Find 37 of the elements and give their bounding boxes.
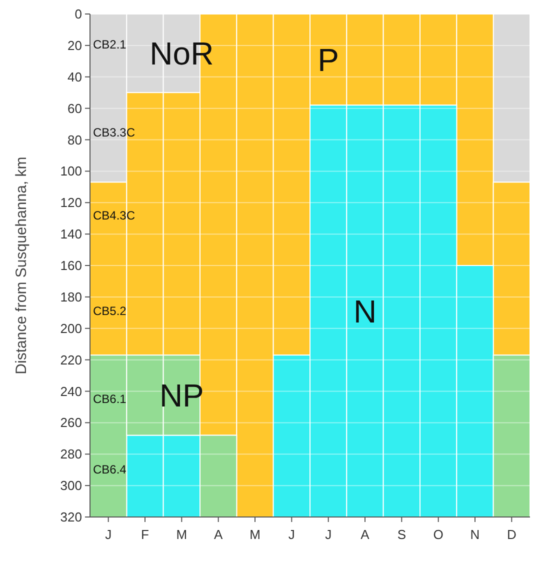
- y-tick-label: 140: [60, 226, 82, 242]
- annotation: CB5.2: [93, 304, 127, 318]
- y-tick-label: 200: [60, 320, 82, 336]
- x-tick-label: N: [470, 527, 480, 542]
- y-tick-label: 60: [68, 100, 82, 116]
- y-tick-label: 0: [74, 6, 82, 22]
- y-tick-label: 320: [60, 510, 82, 525]
- y-tick-label: 80: [68, 132, 82, 148]
- y-tick-label: 260: [60, 415, 82, 430]
- series-label: P: [318, 42, 340, 78]
- y-axis-title: Distance from Susquehanna, km: [13, 156, 30, 374]
- x-tick-label: J: [288, 527, 295, 542]
- x-tick-label: J: [105, 527, 112, 542]
- y-tick-label: 40: [68, 69, 82, 84]
- x-tick-label: D: [506, 527, 516, 542]
- x-tick-label: A: [214, 527, 223, 542]
- y-tick-label: 160: [60, 258, 82, 274]
- x-tick-label: F: [141, 527, 150, 542]
- annotation: CB6.4: [93, 462, 127, 476]
- y-tick-label: 120: [60, 195, 82, 210]
- y-tick-label: 20: [68, 38, 82, 53]
- x-tick-label: M: [250, 527, 260, 542]
- x-tick-label: O: [433, 527, 444, 542]
- annotation: CB6.1: [93, 392, 127, 406]
- annotation: CB2.1: [93, 37, 127, 52]
- y-tick-label: 220: [60, 352, 82, 368]
- y-tick-label: 100: [60, 164, 82, 179]
- y-tick-label: 180: [60, 289, 82, 304]
- x-tick-label: A: [360, 527, 370, 542]
- y-tick-label: 300: [60, 478, 82, 494]
- x-tick-label: J: [325, 527, 332, 542]
- x-tick-label: M: [176, 527, 188, 542]
- x-tick-label: S: [397, 527, 406, 542]
- y-tick-label: 240: [60, 384, 82, 399]
- y-tick-label: 280: [60, 446, 82, 462]
- series-label: N: [353, 293, 377, 330]
- series-label: NP: [159, 377, 204, 414]
